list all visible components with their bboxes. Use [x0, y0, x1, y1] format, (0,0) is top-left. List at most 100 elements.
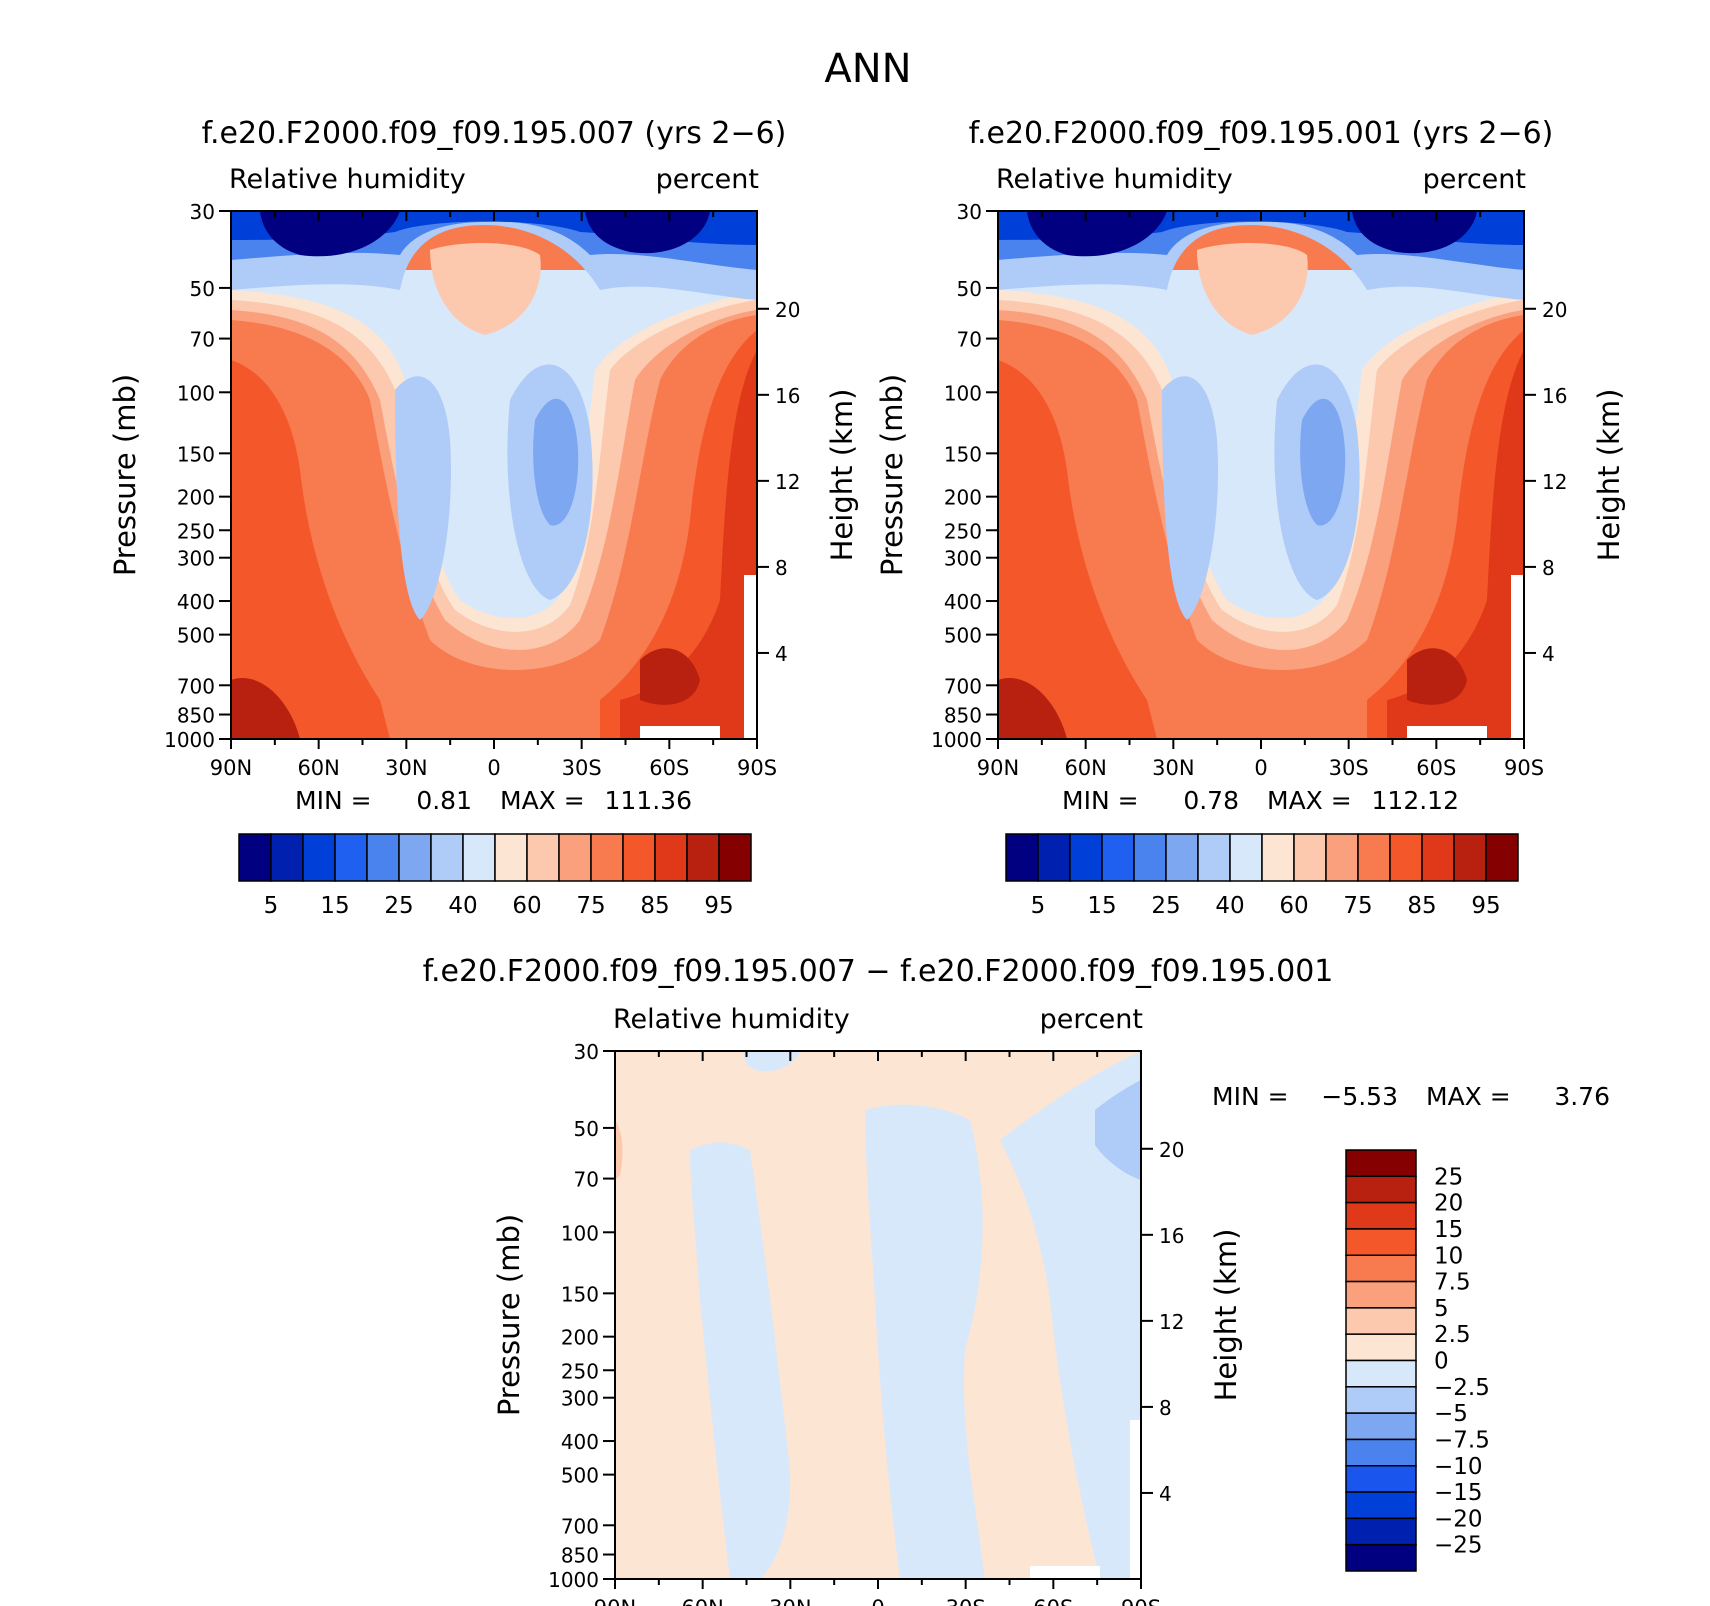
panel-0-contour-upper-5-north — [260, 211, 400, 257]
panel-1-units-label: percent — [1423, 164, 1526, 195]
panel-0-colorbar-label: 95 — [704, 893, 733, 919]
panel-1-contour-80 — [998, 360, 1157, 739]
panel-1-colorbar-swatch — [1037, 833, 1071, 882]
panel-1-x-tick-label: 60S — [1416, 756, 1456, 780]
panel-2-contour-neg-2p5 — [1095, 1080, 1141, 1180]
panel-1-max-value: 112.12 — [1372, 786, 1459, 815]
panel-0-height-tick-label: 12 — [775, 470, 800, 494]
panel-0-surface-mask — [640, 575, 757, 739]
panel-2-colorbar-label: −10 — [1434, 1454, 1483, 1480]
panel-2-height-tick-label: 12 — [1159, 1310, 1184, 1334]
panel-0-colorbar-swatch — [302, 833, 336, 882]
panel-2-colorbar-label: −20 — [1434, 1506, 1483, 1532]
panel-1-colorbar-swatch — [1005, 833, 1039, 882]
panel-0-height-tick-label: 8 — [775, 556, 788, 580]
panel-0-contour-85-south — [620, 350, 757, 739]
panel-0-min-label: MIN = — [295, 786, 372, 815]
panel-2-colorbar-label: 5 — [1434, 1296, 1449, 1322]
panel-0-contour-25-south — [533, 398, 579, 526]
panel-2-height-axis: 20 16 12 8 4 — [1141, 1138, 1184, 1506]
panel-1-surface-mask — [1407, 575, 1524, 739]
panel-2-title: f.e20.F2000.f09_f09.195.007 − f.e20.F200… — [423, 954, 1334, 989]
panel-2-height-tick-label: 8 — [1159, 1396, 1172, 1420]
panel-2-x-tick-label: 90S — [1121, 1596, 1161, 1606]
panel-2-colorbar-swatch — [1345, 1254, 1417, 1283]
panel-1-y-tick-label: 30 — [957, 200, 982, 224]
panel-1-y-tick-label: 700 — [944, 674, 982, 698]
panel-0-colorbar-swatch — [654, 833, 688, 882]
panel-2-y-tick-label: 30 — [574, 1040, 599, 1064]
panel-1-height-axis: 20 16 12 8 4 — [1524, 298, 1567, 666]
panel-0-height-tick-label: 20 — [775, 298, 800, 322]
panel-1-colorbar-label: 40 — [1215, 893, 1244, 919]
panel-2-colorbar-swatch — [1345, 1412, 1417, 1441]
panel-1-colorbar-swatch — [1389, 833, 1423, 882]
panel-1-y-tick-label: 1000 — [931, 728, 982, 752]
panel-1-variable-label: Relative humidity — [996, 164, 1233, 195]
panel-0-x-tick-label: 90N — [210, 756, 252, 780]
panel-2-colorbar-label: 20 — [1434, 1191, 1463, 1217]
panel-0-height-axis: 20 16 12 8 4 — [757, 298, 800, 666]
panel-1-max-label: MAX = — [1267, 786, 1352, 815]
panel-0-y-tick-label: 400 — [177, 590, 215, 614]
panel-2-colorbar-label: 25 — [1434, 1164, 1463, 1190]
panel-0-height-axis-title: Height (km) — [825, 389, 859, 562]
page-title: ANN — [824, 46, 911, 92]
panel-0-colorbar-swatch — [526, 833, 560, 882]
panel-1-contour-90-south — [1407, 648, 1467, 705]
panel-0-y-tick-label: 500 — [177, 624, 215, 648]
panel-2-min-label: MIN = — [1212, 1082, 1289, 1111]
panel-0-y-tick-label: 100 — [177, 381, 215, 405]
panel-0-x-tick-label: 30N — [385, 756, 427, 780]
panel-0-colorbar-swatch — [238, 833, 272, 882]
panel-1-contour-40 — [998, 270, 1524, 619]
panel-2-contour-neg-west — [690, 1142, 791, 1579]
panel-1-contour-90-north — [998, 678, 1067, 739]
panel-0-colorbar-label: 40 — [448, 893, 477, 919]
panel-0-max-value: 111.36 — [605, 786, 692, 815]
panel-1-x-tick-label: 0 — [1254, 756, 1267, 780]
panel-2-contour-pos-edge — [615, 1120, 623, 1180]
panel-0-contour-upper-5-south — [585, 211, 710, 254]
panel-1-height-tick-label: 20 — [1542, 298, 1567, 322]
panel-0-y-tick-label: 30 — [190, 200, 215, 224]
panel-2-x-tick-label: 30N — [769, 1596, 811, 1606]
panel-2-x-axis: 90N 60N 30N 0 30S 60S 90S — [594, 1051, 1161, 1606]
panel-0-y-tick-label: 850 — [177, 704, 215, 728]
panel-1-x-tick-label: 90N — [977, 756, 1019, 780]
panel-2-x-tick-label: 30S — [946, 1596, 986, 1606]
panel-1-height-tick-label: 12 — [1542, 470, 1567, 494]
panel-0-y-axis-title: Pressure (mb) — [108, 374, 142, 576]
panel-0-colorbar-label: 15 — [320, 893, 349, 919]
panel-1-height-tick-label: 16 — [1542, 384, 1567, 408]
panel-0-x-tick-label: 60S — [649, 756, 689, 780]
panel-0-units-label: percent — [656, 164, 759, 195]
panel-0-colorbar-swatch — [462, 833, 496, 882]
panel-2-y-tick-label: 1000 — [548, 1568, 599, 1592]
panel-0-colorbar-label: 75 — [576, 893, 605, 919]
panel-0-colorbar-label: 85 — [640, 893, 669, 919]
panel-1-colorbar-swatch — [1165, 833, 1199, 882]
panel-2-colorbar-label: 0 — [1434, 1349, 1449, 1375]
panel-1-y-tick-label: 500 — [944, 624, 982, 648]
panel-0-x-tick-label: 60N — [297, 756, 339, 780]
panel-1-y-tick-label: 200 — [944, 486, 982, 510]
panel-2-contour-neg-top — [743, 1051, 800, 1072]
panel-2-y-tick-label: 500 — [561, 1464, 599, 1488]
panel-0-height-tick-label: 16 — [775, 384, 800, 408]
panel-1-y-tick-label: 100 — [944, 381, 982, 405]
panel-1-colorbar-swatch — [1101, 833, 1135, 882]
panel-2-colorbar-swatch — [1345, 1280, 1417, 1309]
panel-0-colorbar-swatch — [430, 833, 464, 882]
panel-1-colorbar-label: 25 — [1151, 893, 1180, 919]
panel-2-colorbar-swatch — [1345, 1517, 1417, 1546]
panel-2-colorbar-label: −7.5 — [1434, 1427, 1490, 1453]
panel-0-colorbar-swatch — [270, 833, 304, 882]
panel-2-max-label: MAX = — [1426, 1082, 1511, 1111]
panel-1: f.e20.F2000.f09_f09.195.001 (yrs 2−6) Re… — [875, 116, 1626, 919]
panel-1-x-tick-label: 30N — [1152, 756, 1194, 780]
panel-2-units-label: percent — [1040, 1004, 1143, 1035]
